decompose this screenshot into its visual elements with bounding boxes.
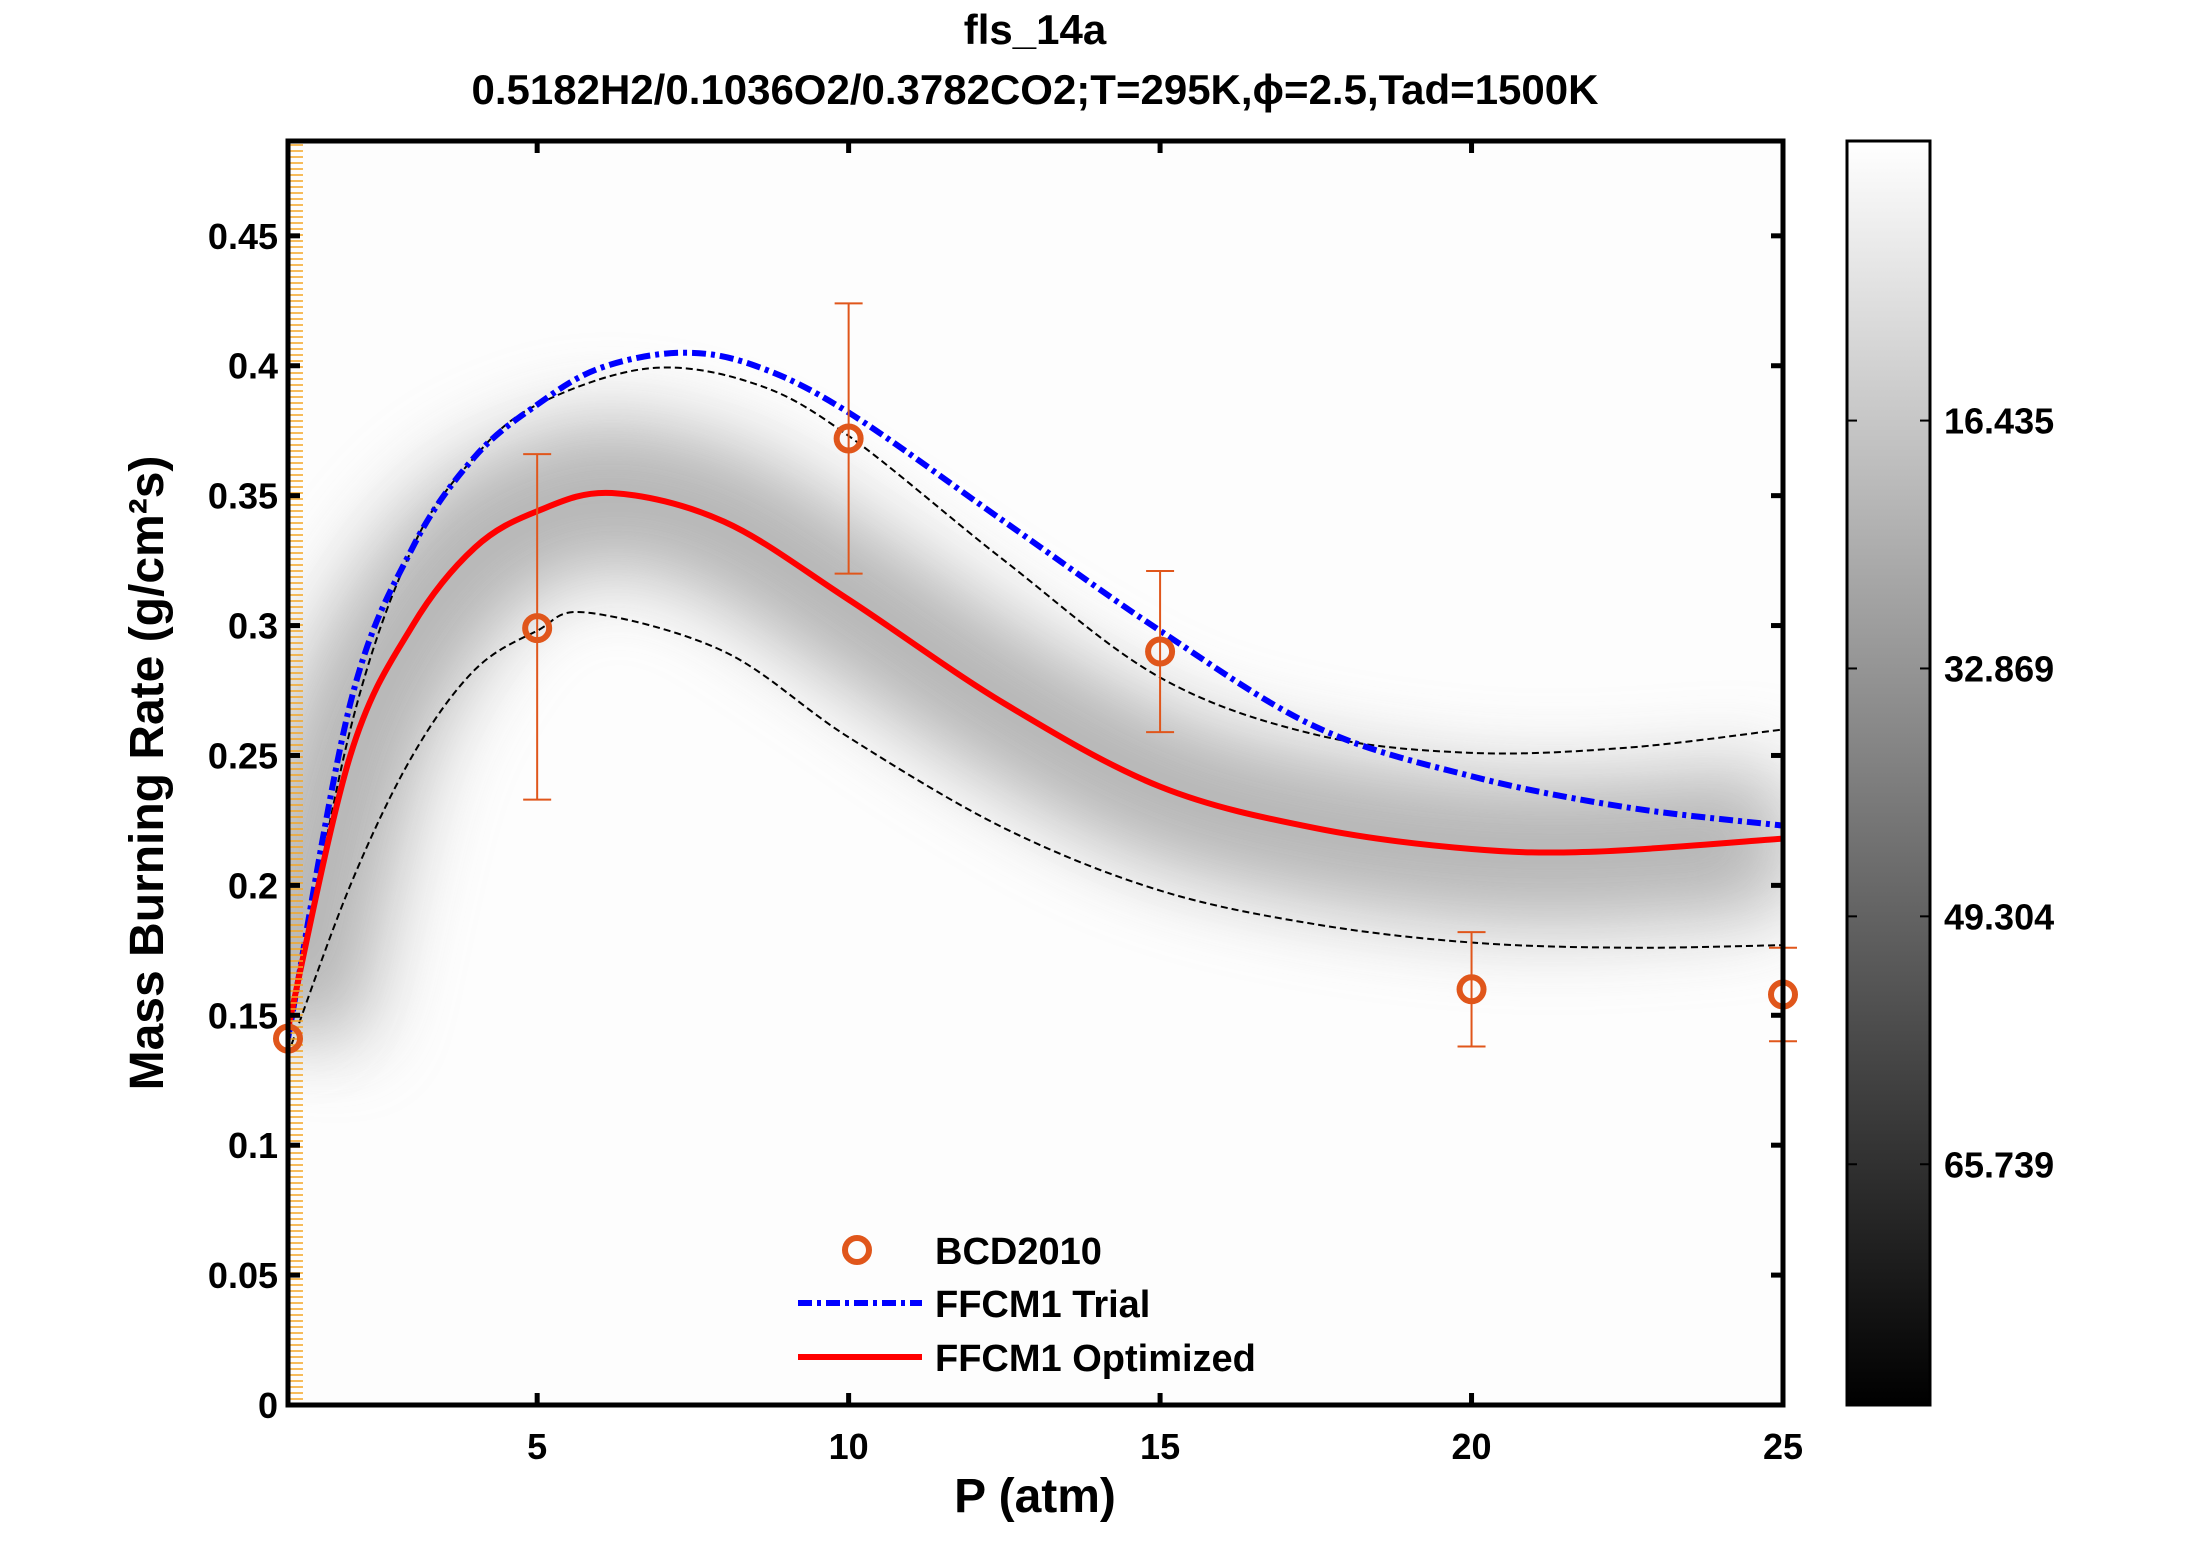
legend-label: BCD2010 <box>935 1231 1102 1273</box>
legend-label: FFCM1 Optimized <box>935 1338 1256 1380</box>
chart-subtitle: 0.5182H2/0.1036O2/0.3782CO2;T=295K,ϕ=2.5… <box>472 66 1599 113</box>
colorbar-tick-label: 65.739 <box>1944 1144 2054 1185</box>
x-tick-label: 25 <box>1763 1426 1803 1467</box>
bcd2010-point <box>833 423 864 454</box>
ffcm1-trial-line <box>288 349 1783 1040</box>
ffcm1-optimized-line <box>288 489 1783 1029</box>
y-tick-label: 0.1 <box>228 1125 278 1166</box>
colorbar-tick-label: 32.869 <box>1944 648 2054 689</box>
y-tick-label: 0.05 <box>208 1255 278 1296</box>
y-tick-label: 0 <box>258 1385 278 1426</box>
colorbar-gradient <box>1845 139 1932 1407</box>
x-tick-label: 10 <box>829 1426 869 1467</box>
plot-area: 5 10 15 20 25 0 0.05 0.1 0.15 0.2 0.25 0.3 0.35 0.4 0.… <box>208 138 1803 1467</box>
chart-title: fls_14a <box>964 6 1107 53</box>
legend-label: FFCM1 Trial <box>935 1284 1150 1326</box>
y-axis-label: Mass Burning Rate (g/cm²s) <box>121 456 174 1091</box>
y-tick-label: 0.35 <box>208 476 278 517</box>
legend: BCD2010 FFCM1 Trial FFCM1 Optimized <box>798 1231 1256 1380</box>
x-tick-label: 5 <box>527 1426 547 1467</box>
bcd2010-point <box>522 613 553 644</box>
colorbar: 16.435 32.869 49.304 65.739 <box>1845 139 2054 1407</box>
colorbar-tick-label: 16.435 <box>1944 401 2054 442</box>
bcd2010-point <box>1456 974 1487 1005</box>
y-tick-label: 0.15 <box>208 995 278 1036</box>
y-tick-label: 0.45 <box>208 216 278 257</box>
y-tick-label: 0.25 <box>208 735 278 776</box>
bcd2010-point <box>1145 636 1176 667</box>
legend-marker-bcd2010 <box>842 1235 872 1265</box>
x-tick-label: 15 <box>1140 1426 1180 1467</box>
y-tick-label: 0.2 <box>228 865 278 906</box>
plot-frame <box>285 138 1786 1408</box>
y-tick-label: 0.3 <box>228 606 278 647</box>
x-axis-label: P (atm) <box>954 1470 1116 1523</box>
colorbar-tick-label: 49.304 <box>1944 896 2054 937</box>
x-tick-label: 20 <box>1452 1426 1492 1467</box>
y-tick-label: 0.4 <box>228 346 278 387</box>
plot-content <box>288 349 1783 1055</box>
